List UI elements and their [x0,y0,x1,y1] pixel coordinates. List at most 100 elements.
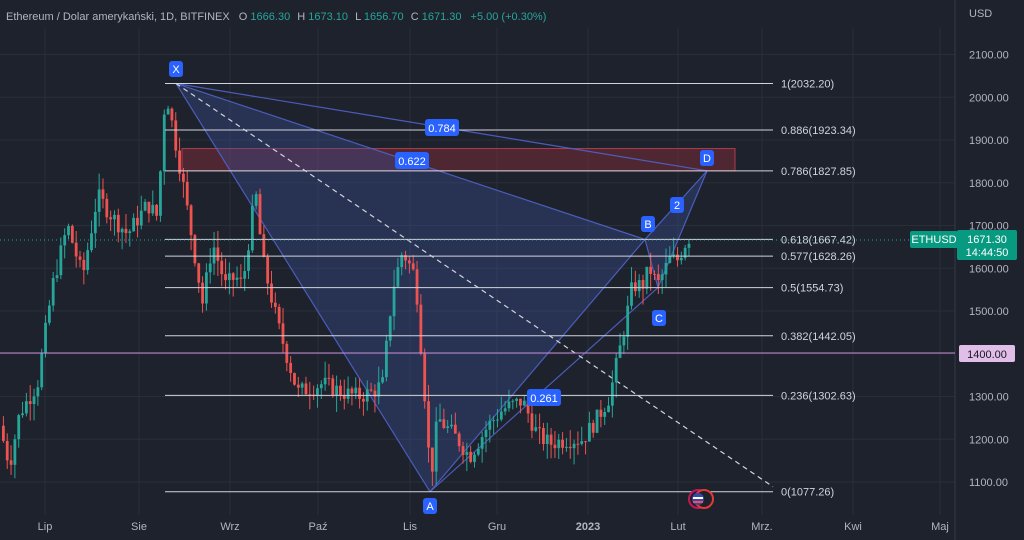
candle[interactable] [492,415,496,435]
candle[interactable] [542,422,545,451]
candle[interactable] [358,378,361,409]
candle[interactable] [404,250,407,270]
candle[interactable] [208,248,212,284]
candle[interactable] [480,431,484,463]
candle[interactable] [262,225,266,258]
candle[interactable] [316,384,319,408]
candle[interactable] [584,440,587,455]
candle[interactable] [622,331,626,355]
candle[interactable] [614,352,618,398]
candle[interactable] [151,190,155,216]
candle[interactable] [679,251,683,265]
candle[interactable] [90,220,93,253]
candle[interactable] [304,376,308,395]
candle[interactable] [70,224,74,244]
candle[interactable] [331,374,335,398]
candle[interactable] [457,431,461,452]
candle[interactable] [227,262,231,295]
pattern-leg-ab[interactable] [429,239,646,493]
candle[interactable] [335,375,339,412]
candle[interactable] [503,401,507,416]
candle[interactable] [484,420,488,453]
ratio-badge[interactable] [425,119,459,136]
candle[interactable] [672,237,676,259]
dashed-trendline[interactable] [175,82,774,488]
candle[interactable] [32,388,36,421]
candle[interactable] [545,422,549,459]
candle[interactable] [423,348,427,409]
candle[interactable] [350,386,354,406]
candle[interactable] [5,433,9,469]
candle[interactable] [293,372,296,386]
candle[interactable] [178,137,181,182]
candle[interactable] [427,384,430,463]
candle[interactable] [9,445,13,475]
candle[interactable] [28,385,32,421]
candle[interactable] [496,409,499,428]
candle[interactable] [201,276,204,313]
ratio-badge[interactable] [527,389,561,406]
candle[interactable] [538,413,541,444]
candle[interactable] [618,333,622,359]
candle[interactable] [47,299,51,326]
candle[interactable] [507,389,511,412]
candle[interactable] [649,252,653,291]
candle[interactable] [116,208,120,243]
pattern-point-badge[interactable] [700,150,714,166]
candle[interactable] [676,247,679,267]
candle[interactable] [40,348,44,391]
candle[interactable] [362,392,365,416]
candle[interactable] [21,401,24,418]
candle[interactable] [2,416,5,443]
candle[interactable] [327,364,331,386]
pattern-point-badge[interactable] [423,498,437,514]
candle[interactable] [296,376,300,398]
candle[interactable] [476,443,480,457]
candle[interactable] [13,434,17,479]
candle[interactable] [174,112,178,158]
candle[interactable] [147,201,151,223]
candle[interactable] [488,414,492,443]
candle[interactable] [610,370,614,418]
candle[interactable] [113,210,116,236]
candle[interactable] [109,210,113,232]
candle[interactable] [346,376,350,404]
candle[interactable] [67,223,70,240]
candle[interactable] [388,315,392,347]
pattern-leg-bc[interactable] [644,239,659,288]
candle[interactable] [534,414,538,433]
candle[interactable] [300,381,304,395]
candle[interactable] [224,258,227,290]
candle[interactable] [281,308,285,354]
extra-point-badge[interactable] [670,197,684,213]
candle[interactable] [128,229,132,247]
candle[interactable] [626,295,630,350]
candle[interactable] [74,231,78,268]
candle[interactable] [430,447,434,486]
candle[interactable] [105,193,109,224]
candle[interactable] [162,109,166,185]
candle[interactable] [143,198,147,212]
candle[interactable] [568,430,572,459]
candle[interactable] [530,400,534,439]
candle[interactable] [59,237,63,280]
candle[interactable] [247,244,250,280]
candle[interactable] [82,252,86,285]
candle[interactable] [182,167,185,198]
candle[interactable] [385,334,388,382]
candle[interactable] [339,379,342,401]
candle[interactable] [668,246,672,264]
candle[interactable] [243,255,247,292]
candle[interactable] [239,264,243,288]
candle[interactable] [185,170,189,211]
candle[interactable] [273,292,277,314]
candle[interactable] [216,230,220,276]
candle[interactable] [565,437,568,452]
candle[interactable] [499,396,503,422]
candle[interactable] [254,191,258,210]
candle[interactable] [407,256,411,274]
candle[interactable] [55,259,59,283]
candle[interactable] [51,271,55,312]
candle[interactable] [549,428,553,459]
